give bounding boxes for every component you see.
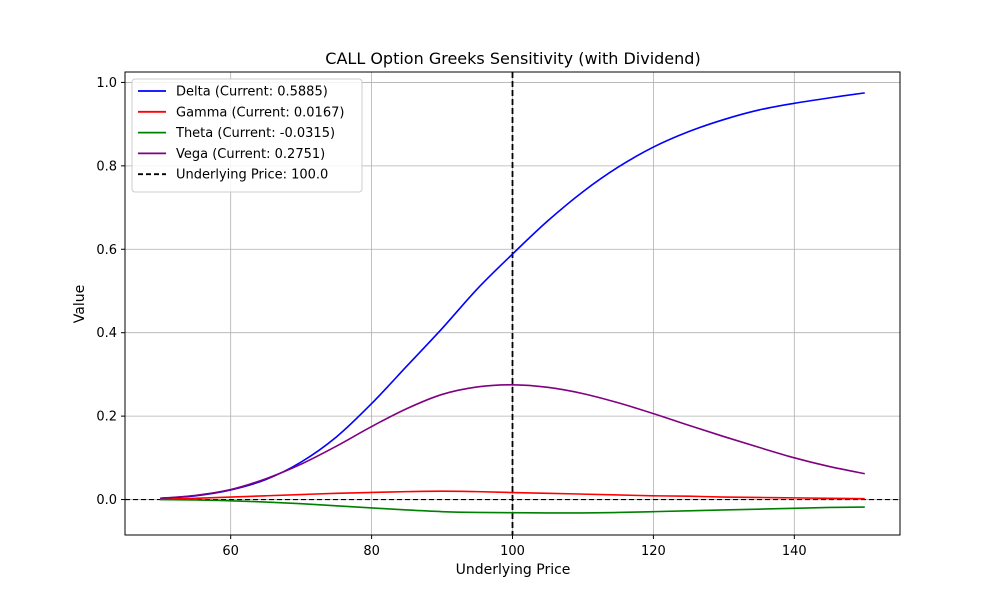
x-tick-label: 100 — [500, 544, 525, 559]
legend-label-gamma: Gamma (Current: 0.0167) — [176, 105, 344, 120]
gamma-series-line — [160, 490, 865, 500]
x-tick-label: 120 — [641, 544, 666, 559]
y-tick-label: 0.8 — [96, 159, 117, 174]
x-axis-label: Underlying Price — [456, 562, 571, 578]
y-tick-label: 0.4 — [96, 326, 117, 341]
y-tick-label: 0.6 — [96, 243, 117, 258]
legend-label-vega: Vega (Current: 0.2751) — [176, 147, 325, 162]
y-axis-label: Value — [72, 285, 88, 323]
chart-title: CALL Option Greeks Sensitivity (with Div… — [325, 49, 700, 68]
y-tick-label: 0.2 — [96, 410, 117, 425]
legend-label-theta: Theta (Current: -0.0315) — [175, 126, 335, 141]
legend-label-delta: Delta (Current: 0.5885) — [176, 85, 328, 100]
x-tick-label: 140 — [782, 544, 807, 559]
x-axis-ticks: 60 80 100 120 140 — [222, 535, 807, 559]
y-axis-ticks: 0.0 0.2 0.4 0.6 0.8 1.0 — [96, 76, 125, 508]
legend-box — [131, 78, 363, 193]
x-tick-label: 80 — [363, 544, 380, 559]
legend-label-underlying-price: Underlying Price: 100.0 — [176, 168, 328, 183]
y-tick-label: 0.0 — [96, 493, 117, 508]
y-tick-label: 1.0 — [96, 76, 117, 91]
theta-series-line — [160, 498, 865, 514]
reference-lines — [125, 72, 900, 535]
legend: Delta (Current: 0.5885) Gamma (Current: 0… — [131, 78, 363, 193]
vega-series-line — [160, 383, 865, 500]
x-tick-label: 60 — [222, 544, 239, 559]
series-lines — [160, 92, 865, 514]
